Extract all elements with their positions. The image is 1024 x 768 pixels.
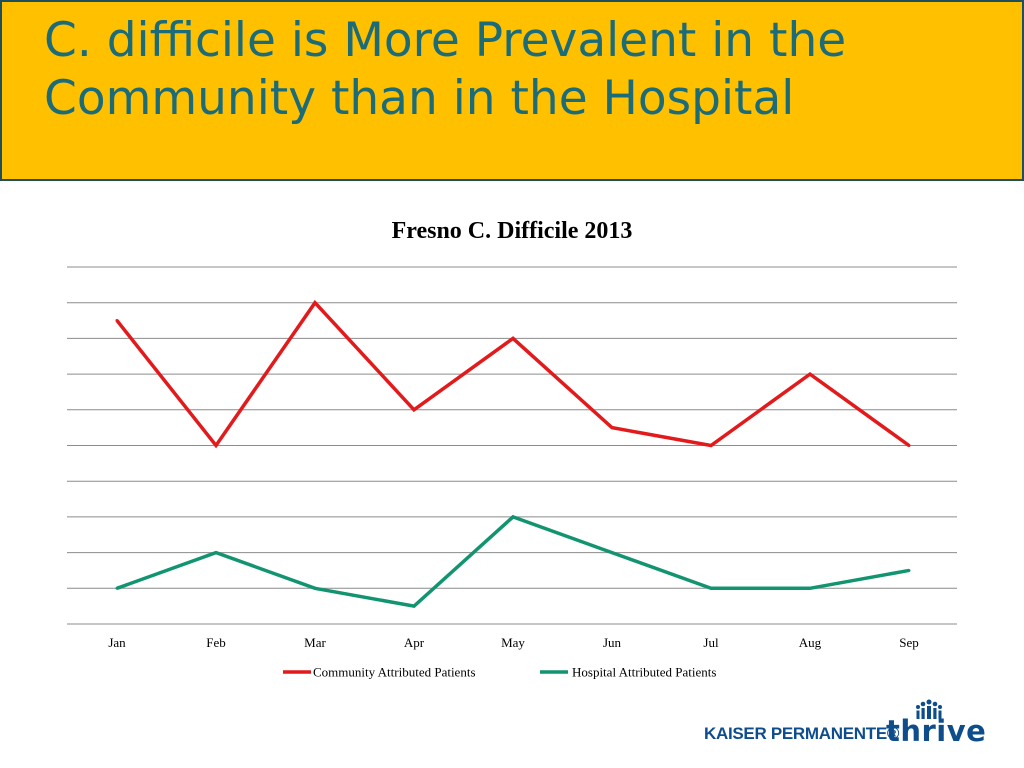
x-tick-label: Feb (206, 635, 226, 650)
data-point-hospital-attributed-patients (214, 551, 218, 555)
data-point-hospital-attributed-patients (412, 604, 416, 608)
x-tick-label: Aug (799, 635, 822, 650)
data-point-community-attributed-patients (709, 444, 713, 447)
data-point-hospital-attributed-patients (907, 568, 911, 572)
title-banner: C. difficile is More Prevalent in the Co… (0, 0, 1024, 181)
x-tick-label: Jun (603, 635, 622, 650)
data-point-hospital-attributed-patients (115, 586, 119, 590)
data-point-hospital-attributed-patients (709, 586, 713, 590)
x-axis-tick-labels: Jan Feb Mar Apr May Jun Jul Aug Sep (108, 635, 918, 650)
data-point-community-attributed-patients (511, 336, 515, 340)
x-tick-label: Apr (404, 635, 425, 650)
kaiser-permanente-symbol-icon (916, 699, 942, 719)
chart-series (115, 299, 911, 609)
x-tick-label: Mar (304, 635, 326, 650)
x-tick-label: Jul (703, 635, 719, 650)
chart-gridlines (67, 266, 957, 625)
data-point-community-attributed-patients (412, 408, 416, 412)
kaiser-permanente-thrive-logo: KAISER PERMANENTE® thrive (700, 698, 986, 754)
thrive-wordmark: thrive (886, 714, 987, 748)
data-point-community-attributed-patients (808, 372, 812, 376)
slide-title: C. difficile is More Prevalent in the Co… (44, 13, 847, 126)
data-point-community-attributed-patients (115, 319, 119, 323)
data-point-hospital-attributed-patients (610, 551, 614, 555)
data-point-community-attributed-patients (313, 301, 317, 305)
x-tick-label: Jan (108, 635, 126, 650)
line-chart: Jan Feb Mar Apr May Jun Jul Aug Sep Community At… (67, 266, 957, 680)
data-point-community-attributed-patients (214, 444, 218, 447)
chart-legend: Community Attributed Patients Hospital At… (283, 665, 716, 680)
chart-title: Fresno C. Difficile 2013 (391, 218, 633, 244)
data-point-hospital-attributed-patients (808, 586, 812, 590)
legend-label-community-attributed-patients: Community Attributed Patients (313, 665, 476, 680)
kaiser-permanente-wordmark: KAISER PERMANENTE® (704, 724, 900, 743)
x-tick-label: Sep (899, 635, 919, 650)
data-point-hospital-attributed-patients (511, 515, 515, 519)
data-point-community-attributed-patients (610, 426, 614, 430)
x-tick-label: May (501, 635, 525, 650)
legend-label-hospital-attributed-patients: Hospital Attributed Patients (572, 665, 716, 680)
data-point-hospital-attributed-patients (313, 586, 317, 590)
series-line-hospital-attributed-patients (116, 514, 910, 609)
data-point-community-attributed-patients (907, 444, 911, 447)
